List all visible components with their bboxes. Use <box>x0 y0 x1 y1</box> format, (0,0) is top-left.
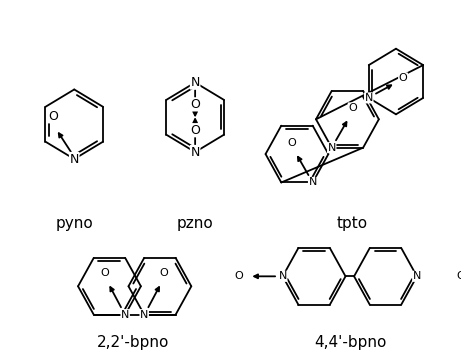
Text: N: N <box>278 271 287 281</box>
Text: N: N <box>121 310 130 320</box>
Text: tpto: tpto <box>337 216 368 231</box>
Text: N: N <box>140 310 148 320</box>
Text: O: O <box>190 124 200 137</box>
Text: O: O <box>287 138 296 148</box>
Text: N: N <box>413 271 421 281</box>
Text: 2,2'-bpno: 2,2'-bpno <box>97 335 170 351</box>
Text: pyno: pyno <box>55 216 93 231</box>
Text: O: O <box>399 73 408 83</box>
Text: O: O <box>235 271 243 281</box>
Text: O: O <box>160 268 169 278</box>
Text: pzno: pzno <box>177 216 213 231</box>
Text: N: N <box>365 93 373 103</box>
Text: N: N <box>190 146 200 159</box>
Text: N: N <box>70 152 79 165</box>
Text: O: O <box>348 103 357 113</box>
Text: N: N <box>327 143 336 153</box>
Text: O: O <box>190 98 200 111</box>
Text: N: N <box>308 177 317 188</box>
Text: 4,4'-bpno: 4,4'-bpno <box>314 335 386 351</box>
Text: O: O <box>101 268 110 278</box>
Text: O: O <box>456 271 461 281</box>
Text: N: N <box>190 76 200 89</box>
Text: O: O <box>48 110 58 123</box>
